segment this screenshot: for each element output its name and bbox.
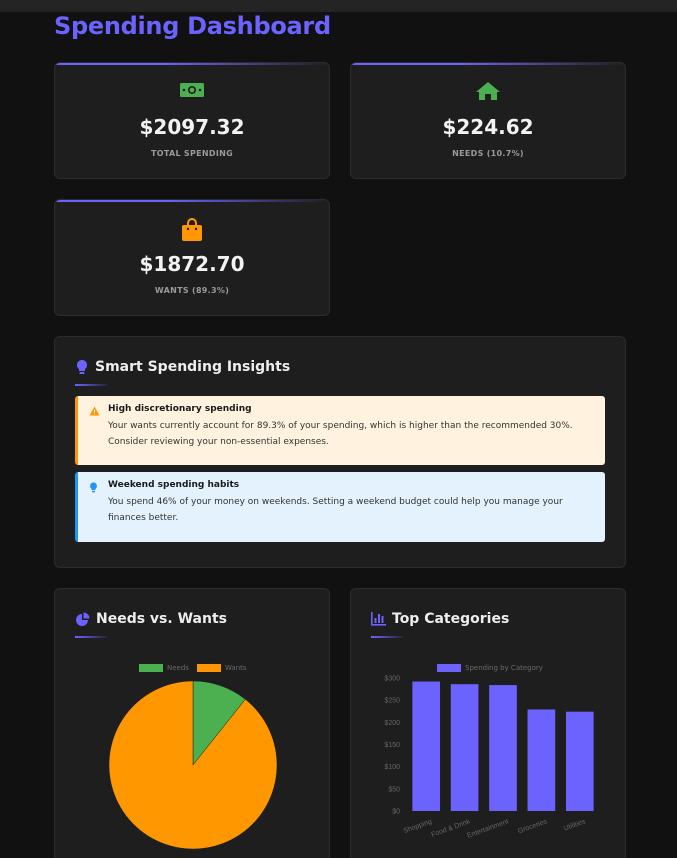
bar-chart-icon	[371, 612, 386, 626]
home-icon	[476, 82, 500, 100]
insight-text: Your wants currently account for 89.3% o…	[108, 421, 573, 447]
legend-swatch-wants	[196, 664, 221, 672]
bar-shopping	[412, 681, 441, 811]
insight-item-weekend: Weekend spending habits You spend 46% of…	[75, 472, 605, 542]
x-tick-label: Food & Drink	[430, 818, 471, 839]
y-tick-label: $50	[388, 786, 400, 793]
pie-legend: Needs Wants	[139, 664, 247, 672]
card-accent	[55, 63, 329, 65]
x-tick-label: Shopping	[403, 818, 433, 835]
top-categories-title: Top Categories	[392, 611, 510, 627]
page-title: Spending Dashboard	[54, 12, 331, 40]
insights-title: Smart Spending Insights	[95, 359, 291, 375]
section-underline	[75, 636, 107, 638]
x-tick-label: Utilities	[563, 818, 587, 832]
bar-utilities	[565, 711, 594, 811]
y-tick-label: $300	[384, 676, 400, 683]
needs-value: $224.62	[442, 115, 534, 139]
insight-text: You spend 46% of your money on weekends.…	[108, 497, 563, 523]
insight-item-discretionary: High discretionary spending Your wants c…	[75, 396, 605, 465]
needs-wants-pie-chart	[108, 680, 278, 850]
y-tick-label: $100	[384, 764, 400, 771]
card-accent	[351, 63, 625, 65]
stat-card-total: $2097.32 TOTAL SPENDING	[54, 62, 330, 179]
legend-label-wants: Wants	[224, 664, 247, 672]
stat-card-wants: $1872.70 WANTS (89.3%)	[54, 199, 330, 316]
legend-label-spending: Spending by Category	[465, 664, 543, 672]
bar-entertainment	[489, 685, 517, 811]
lightbulb-icon	[90, 482, 97, 493]
insights-card: Smart Spending Insights High discretiona…	[54, 336, 626, 568]
pie-chart-icon	[76, 612, 90, 626]
total-spending-label: TOTAL SPENDING	[150, 149, 234, 158]
needs-label: NEEDS (10.7%)	[452, 149, 524, 158]
total-spending-value: $2097.32	[139, 115, 245, 139]
top-categories-card: Top Categories Spending by Category $0 $5…	[350, 588, 626, 858]
wants-value: $1872.70	[139, 252, 245, 276]
stat-card-needs: $224.62 NEEDS (10.7%)	[350, 62, 626, 179]
y-tick-label: $150	[384, 742, 400, 749]
money-icon	[180, 83, 204, 97]
card-accent	[55, 200, 329, 202]
x-tick-label: Groceries	[517, 818, 548, 835]
top-bar	[0, 0, 677, 12]
legend-swatch-needs	[139, 664, 163, 672]
warning-icon	[89, 406, 100, 416]
lightbulb-icon	[77, 360, 87, 374]
wants-label: WANTS (89.3%)	[154, 286, 230, 295]
insight-title: Weekend spending habits	[108, 480, 240, 490]
bar-legend: Spending by Category	[437, 664, 543, 672]
legend-label-needs: Needs	[167, 664, 189, 672]
needs-wants-card: Needs vs. Wants Needs Wants	[54, 588, 330, 858]
pie-slice-wants	[108, 680, 278, 850]
bar-food-drink	[450, 684, 479, 811]
bar-groceries	[527, 709, 556, 811]
section-underline	[75, 384, 107, 386]
x-tick-label: Entertainment	[466, 818, 509, 840]
y-tick-label: $250	[384, 698, 400, 705]
y-tick-label: $0	[392, 809, 400, 816]
insight-title: High discretionary spending	[108, 404, 252, 414]
section-underline	[371, 636, 403, 638]
needs-wants-title: Needs vs. Wants	[96, 611, 227, 627]
y-tick-label: $200	[384, 720, 400, 727]
legend-swatch-spending	[437, 664, 461, 672]
shopping-bag-icon	[182, 218, 202, 241]
